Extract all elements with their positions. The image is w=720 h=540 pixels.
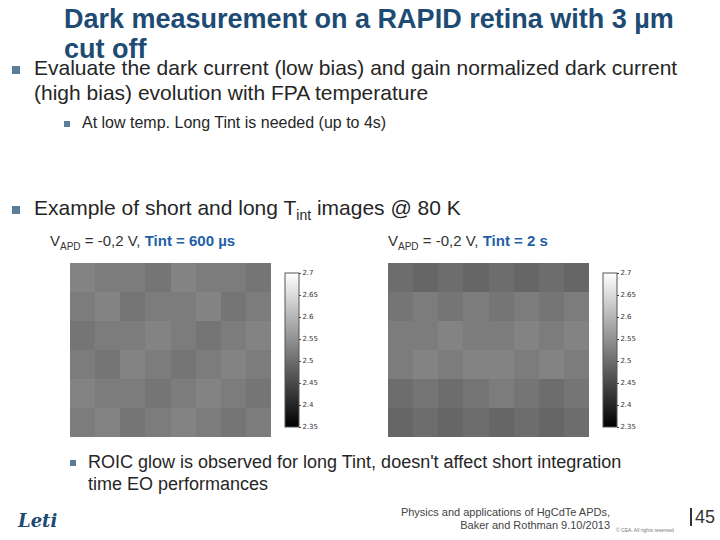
svg-text:2.35: 2.35 (302, 423, 318, 431)
html-text:© CEA. All rights reserved: © CEA. All rights reserved (616, 527, 674, 533)
svg-text:2.7: 2.7 (302, 269, 313, 277)
html-text:ROIC glow is observed for long: ROIC glow is observed for long Tint, doe… (88, 452, 622, 494)
html-text:Baker and Rothman 9.10/2013: Baker and Rothman 9.10/2013 (460, 519, 610, 531)
svg-text:2.6: 2.6 (620, 313, 632, 321)
svg-text:2.6: 2.6 (302, 313, 314, 321)
svg-text:2.35: 2.35 (620, 423, 636, 431)
html-text:At low temp. Long Tint is need: At low temp. Long Tint is needed (up to … (82, 114, 387, 131)
svg-text:2.5: 2.5 (302, 357, 313, 365)
svg-text:2.65: 2.65 (302, 291, 318, 299)
html-text:45: 45 (695, 507, 715, 527)
svg-text:2.4: 2.4 (620, 401, 632, 409)
html-text:VAPD= -0,2 V, Tint = 600 µs: VAPD= -0,2 V, Tint = 600 µs (50, 232, 236, 252)
svg-text:2.55: 2.55 (620, 335, 636, 343)
svg-text:2.45: 2.45 (620, 379, 636, 387)
html-text:Leti: Leti (18, 510, 58, 531)
svg-text:2.65: 2.65 (620, 291, 636, 299)
svg-text:2.45: 2.45 (302, 379, 318, 387)
svg-text:2.7: 2.7 (620, 269, 631, 277)
html-text:Example of short and long Tint: Example of short and long Tintimages @ 8… (34, 196, 461, 224)
svg-text:2.55: 2.55 (302, 335, 318, 343)
html-text:VAPD= -0,2 V, Tint = 2 s: VAPD= -0,2 V, Tint = 2 s (388, 232, 548, 252)
html-text:Evaluate the dark current (low: Evaluate the dark current (low bias) and… (34, 56, 678, 104)
svg-text:2.4: 2.4 (302, 401, 314, 409)
svg-text:2.5: 2.5 (620, 357, 631, 365)
html-text:Dark measurement on a RAPID re: Dark measurement on a RAPID retina with … (64, 4, 674, 64)
html-text:Physics and applications of Hg: Physics and applications of HgCdTe APDs, (400, 506, 610, 518)
